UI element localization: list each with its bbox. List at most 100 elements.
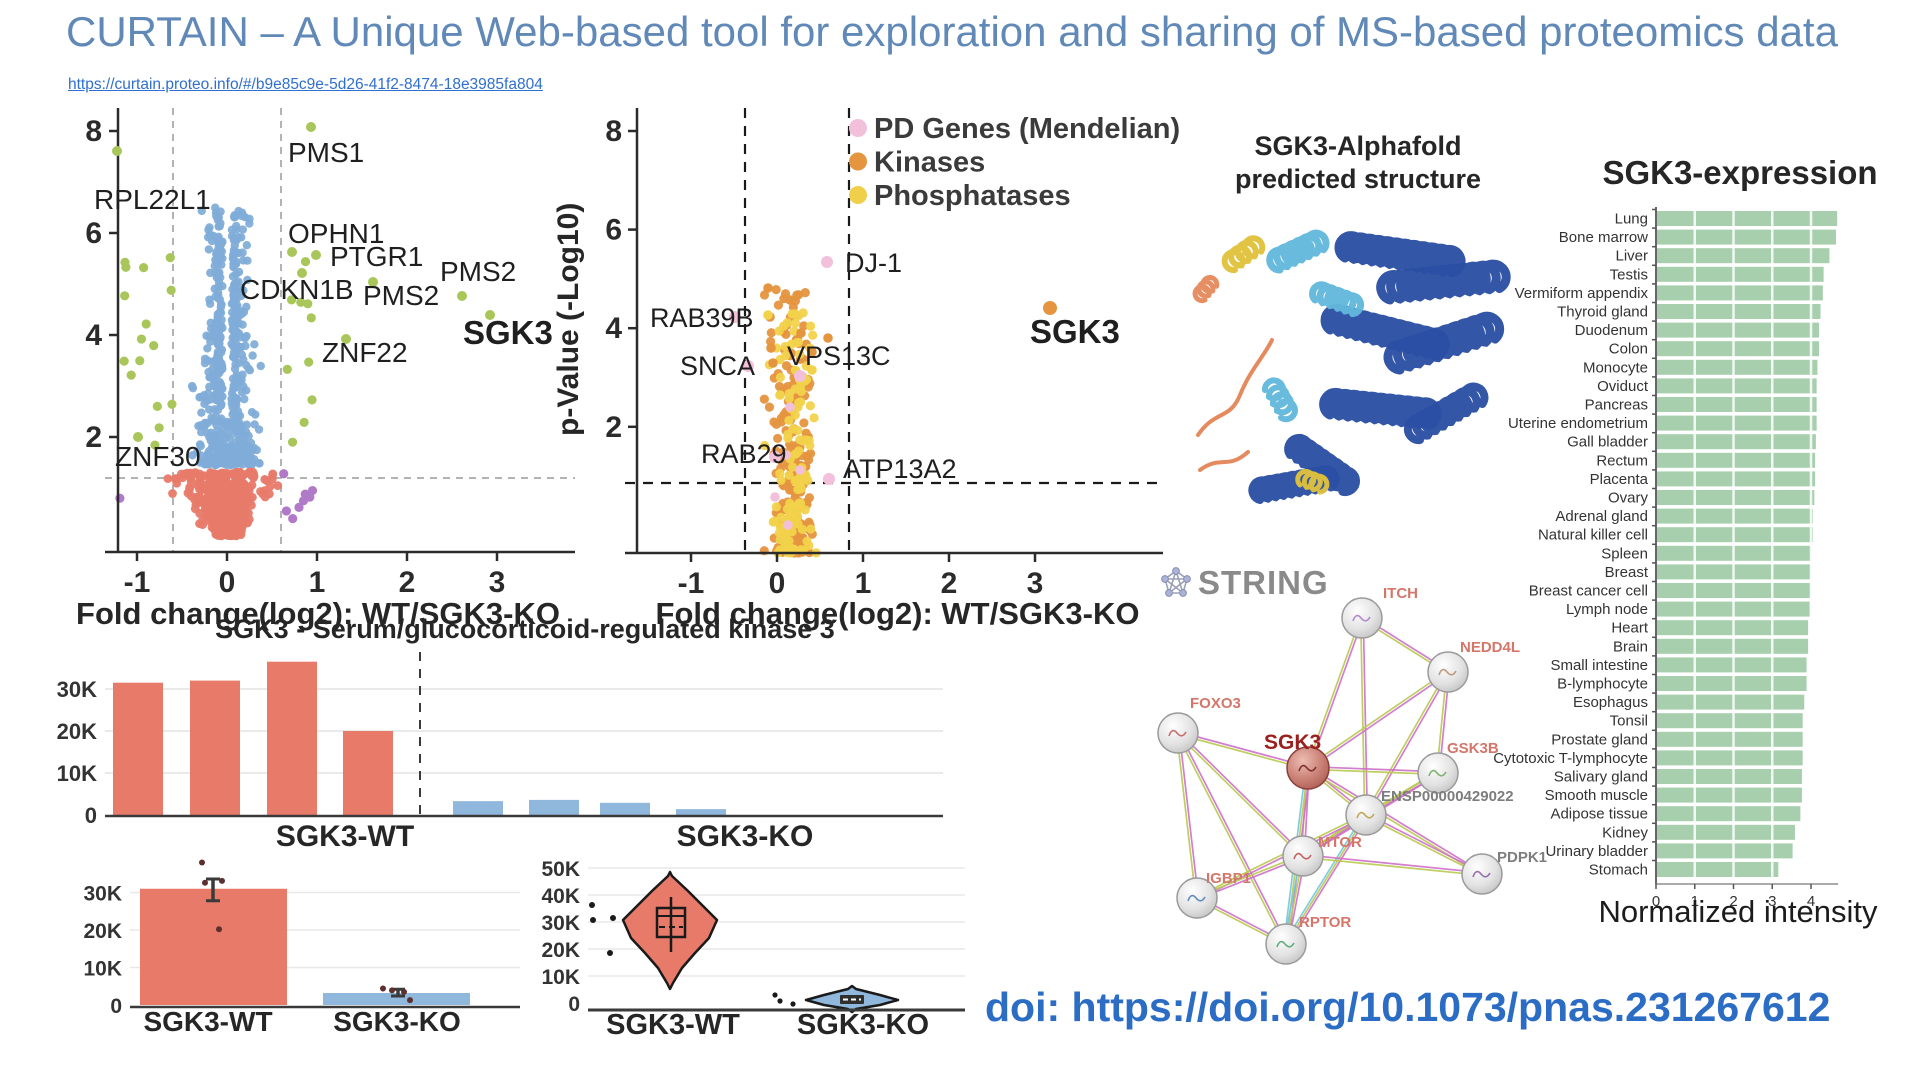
- data-point: [219, 519, 229, 529]
- data-point: [115, 493, 125, 503]
- ribbon-strand: [1198, 450, 1250, 472]
- ribbon-helix: [1319, 387, 1442, 430]
- data-point: [298, 496, 309, 506]
- data-point: [229, 394, 238, 403]
- expression-bar: [1657, 434, 1816, 450]
- gene-label: SGK3: [1030, 313, 1120, 350]
- data-point: [247, 407, 257, 417]
- data-point: [196, 441, 205, 451]
- data-point: [231, 493, 241, 502]
- data-point: [783, 429, 793, 439]
- curtain-share-link[interactable]: https://curtain.proteo.info/#/b9e85c9e-5…: [68, 76, 543, 93]
- data-point: [238, 248, 247, 257]
- data-point: [241, 341, 250, 351]
- data-point: [218, 254, 227, 263]
- data-point: [775, 372, 785, 383]
- tissue-label: Placenta: [1590, 471, 1649, 488]
- tissue-label: Duodenum: [1575, 322, 1648, 339]
- data-point: [773, 433, 783, 444]
- annotated-point: [823, 473, 835, 485]
- x-tick-label: 0: [1652, 893, 1660, 910]
- data-point: [771, 284, 781, 295]
- data-point: [183, 488, 193, 498]
- data-point: [195, 508, 205, 518]
- data-point: [212, 329, 221, 338]
- x-tick-label: 0: [769, 567, 786, 600]
- data-point: [799, 321, 809, 331]
- gene-label: DJ-1: [845, 248, 902, 278]
- scatter-point: [772, 992, 778, 998]
- tissue-label: Bone marrow: [1559, 229, 1648, 246]
- node-structure-glyph: [1352, 614, 1371, 622]
- scatter-point: [607, 950, 613, 956]
- data-point: [248, 351, 257, 360]
- gene-label: ZNF30: [115, 441, 201, 472]
- expression-bar: [1657, 378, 1817, 394]
- data-point: [217, 260, 226, 269]
- data-point: [809, 413, 819, 423]
- legend-label: PD Genes (Mendelian): [874, 113, 1180, 145]
- doi-link[interactable]: doi: https://doi.org/10.1073/pnas.231267…: [985, 984, 1831, 1030]
- data-point: [231, 455, 241, 464]
- data-point: [770, 492, 780, 502]
- data-point: [166, 285, 176, 295]
- data-point: [242, 507, 251, 516]
- node-label: IGBP1: [1206, 870, 1251, 887]
- data-point: [805, 321, 816, 331]
- data-point: [204, 245, 214, 254]
- data-point: [231, 309, 241, 318]
- annotated-point: [287, 247, 297, 257]
- tissue-label: Kidney: [1602, 824, 1648, 841]
- volcano-pd-ylabel: p-Value (-Log10): [552, 202, 585, 436]
- annotated-point: [297, 268, 307, 278]
- data-point: [214, 395, 223, 405]
- data-point: [779, 321, 789, 331]
- y-tick-label: 2: [85, 421, 102, 454]
- gene-label: OPHN1: [288, 218, 384, 249]
- node-structure-glyph: [1276, 940, 1295, 948]
- node-label: ITCH: [1383, 585, 1418, 602]
- data-point: [250, 340, 259, 349]
- data-point: [230, 213, 239, 222]
- data-point: [243, 256, 252, 265]
- data-point: [823, 333, 833, 343]
- tissue-label: Ovary: [1608, 490, 1649, 507]
- data-point: [206, 436, 216, 445]
- bar-wt: [267, 661, 317, 815]
- data-point: [226, 446, 235, 455]
- data-point: [209, 376, 219, 386]
- x-tick-label: 1: [309, 566, 326, 599]
- ribbon-helix: [1221, 235, 1266, 274]
- data-point: [220, 510, 230, 520]
- data-point: [268, 469, 278, 479]
- gene-label: PTGR1: [330, 241, 423, 272]
- data-point: [230, 408, 239, 417]
- data-point: [288, 514, 298, 524]
- data-point: [218, 493, 228, 503]
- annotated-point: [306, 122, 316, 132]
- data-point: [243, 275, 252, 285]
- data-point: [216, 207, 225, 216]
- network-edge: [1308, 618, 1365, 769]
- expression-bar: [1657, 471, 1816, 487]
- volcano-pd: 8 6 4 2 -1 0 1 2 3 PD Genes (Mendelian)KinasesPho…: [605, 108, 1180, 600]
- expression-bar: [1657, 769, 1802, 784]
- bar-ko: [676, 809, 726, 815]
- y-tick-label: 30K: [541, 912, 580, 935]
- data-point: [766, 328, 776, 338]
- y-tick-label: 4: [605, 312, 622, 345]
- data-point: [197, 408, 206, 417]
- string-logo-icon: [1161, 567, 1191, 597]
- data-point: [212, 273, 221, 282]
- expression-bar: [1657, 397, 1817, 412]
- node-label: RPTOR: [1299, 914, 1351, 931]
- bar-wt: [343, 731, 393, 815]
- annotated-point: [368, 277, 378, 287]
- data-point: [119, 356, 129, 366]
- data-point: [282, 364, 292, 374]
- data-point: [213, 339, 223, 348]
- expression-bar: [1657, 285, 1823, 301]
- gene-label: SGK3: [463, 314, 553, 351]
- barerror-ko-label: SGK3-KO: [333, 1006, 461, 1037]
- y-tick-label: 20K: [57, 719, 97, 744]
